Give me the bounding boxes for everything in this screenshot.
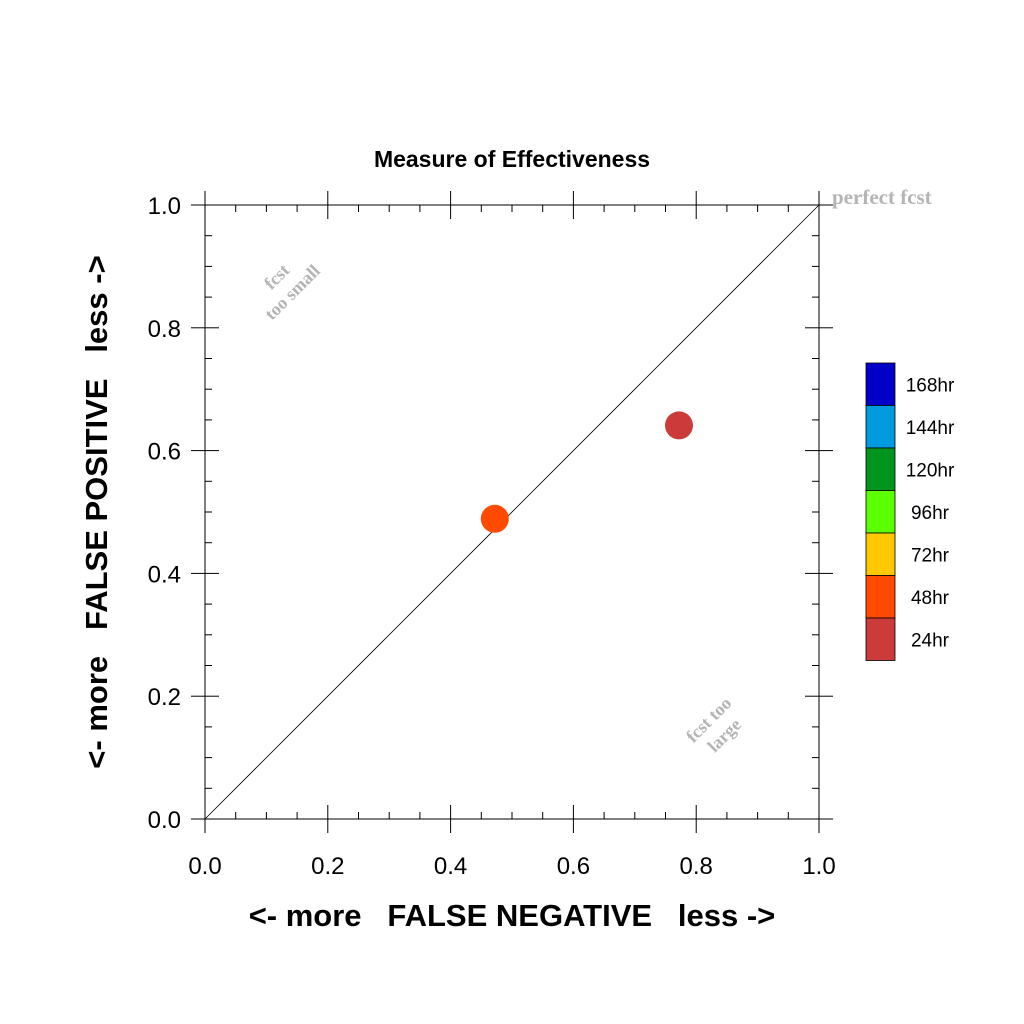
legend-swatch-72hr <box>865 532 896 576</box>
x-tick-label: 0.2 <box>311 853 344 880</box>
plot-area: 0.0 0.2 0.4 0.6 0.8 1.0 0.0 0.2 0.4 0.6 0.8 1.0 <box>148 191 836 880</box>
x-tick-labels: 0.0 0.2 0.4 0.6 0.8 1.0 <box>188 853 835 880</box>
chart-title: Measure of Effectiveness <box>374 146 650 172</box>
annotation-perfect-fcst: perfect fcst <box>832 185 932 209</box>
legend: 168hr 144hr 120hr 96hr 72hr 48hr 24hr <box>865 362 955 661</box>
x-tick-label: 0.6 <box>557 853 590 880</box>
legend-swatch-144hr <box>865 405 896 449</box>
data-point-24hr <box>665 411 694 440</box>
annotation-fcst-too-small: fcst too small <box>260 260 324 324</box>
perfect-forecast-diagonal <box>204 204 820 820</box>
y-tick-label: 1.0 <box>148 193 181 220</box>
y-tick-label: 0.4 <box>148 561 181 588</box>
y-tick-label: 0.2 <box>148 684 181 711</box>
x-tick-label: 1.0 <box>802 853 835 880</box>
legend-label-168hr: 168hr <box>906 375 955 396</box>
legend-label-24hr: 24hr <box>911 630 950 651</box>
y-tick-labels: 0.0 0.2 0.4 0.6 0.8 1.0 <box>148 193 181 834</box>
legend-swatch-48hr <box>865 575 896 619</box>
legend-label-96hr: 96hr <box>911 503 950 524</box>
axis-ticks <box>191 191 833 833</box>
legend-swatch-24hr <box>865 617 896 661</box>
x-tick-label: 0.4 <box>434 853 467 880</box>
annotation-fcst-too-large: fcst too large <box>682 693 745 756</box>
legend-label-144hr: 144hr <box>906 418 955 439</box>
legend-label-120hr: 120hr <box>906 460 955 481</box>
legend-label-48hr: 48hr <box>911 588 950 609</box>
data-point-48hr <box>480 504 509 533</box>
legend-swatch-96hr <box>865 490 896 534</box>
legend-swatch-120hr <box>865 447 896 491</box>
legend-swatch-168hr <box>865 362 896 406</box>
x-axis-label: <- more FALSE NEGATIVE less -> <box>249 898 776 933</box>
x-tick-label: 0.8 <box>680 853 713 880</box>
y-tick-label: 0.8 <box>148 316 181 343</box>
y-tick-label: 0.6 <box>148 439 181 466</box>
y-tick-label: 0.0 <box>148 807 181 834</box>
legend-label-72hr: 72hr <box>911 545 950 566</box>
y-axis-label: <- more FALSE POSITIVE less -> <box>79 255 114 768</box>
data-points <box>480 411 694 533</box>
x-tick-label: 0.0 <box>188 853 221 880</box>
